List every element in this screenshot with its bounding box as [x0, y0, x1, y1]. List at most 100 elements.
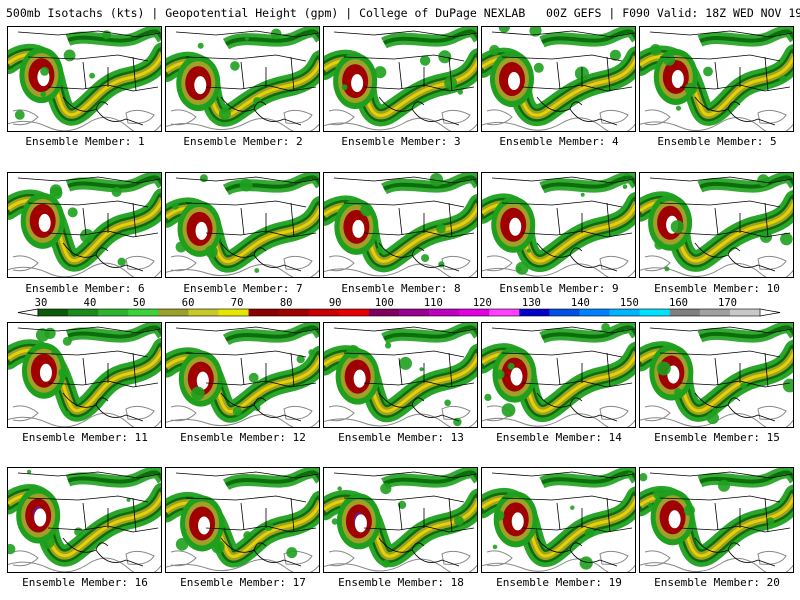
coastlines [649, 326, 793, 422]
coastlines [491, 326, 635, 422]
colorbar-swatch [308, 309, 340, 316]
coastlines [17, 30, 161, 126]
ensemble-map-panel [639, 172, 794, 278]
map-image [640, 323, 793, 427]
ensemble-map-panel [7, 467, 162, 573]
colorbar-swatch [218, 309, 250, 316]
height-contours [482, 550, 635, 572]
colorbar-swatch [669, 309, 701, 316]
ensemble-map-panel [481, 172, 636, 278]
ensemble-member-label: Ensemble Member: 17 [180, 576, 306, 589]
ensemble-member-label: Ensemble Member: 9 [499, 282, 619, 295]
map-image [324, 27, 477, 131]
ensemble-map-panel [323, 322, 478, 428]
isotach-shading [482, 468, 635, 570]
isotach-colorbar: 30 40 50 60 70 80 90 100 110 120 130 140 150 160 170 [8, 298, 793, 320]
colorbar-swatch [549, 309, 580, 316]
height-contours [640, 405, 793, 427]
isotach-shading [166, 323, 319, 423]
coastlines [333, 176, 477, 272]
ensemble-map-panel [165, 467, 320, 573]
map-image [166, 468, 319, 572]
colorbar-tick-label: 30 [35, 298, 48, 309]
ensemble-member-label: Ensemble Member: 10 [654, 282, 780, 295]
ensemble-member-label: Ensemble Member: 20 [654, 576, 780, 589]
ensemble-map-panel [323, 172, 478, 278]
colorbar-tick-label: 130 [522, 298, 541, 309]
colorbar-tick-label: 70 [231, 298, 244, 309]
colorbar-tick-label: 100 [375, 298, 394, 309]
ensemble-member-label: Ensemble Member: 3 [341, 135, 461, 148]
colorbar-swatch [368, 309, 400, 316]
colorbar-left-arrow [17, 308, 39, 317]
map-image [324, 173, 477, 277]
map-image [166, 27, 319, 131]
height-contours [8, 550, 161, 572]
ensemble-member-label: Ensemble Member: 13 [338, 431, 464, 444]
height-contours [482, 109, 635, 131]
height-contours [8, 255, 161, 277]
map-image [640, 27, 793, 131]
coastlines [491, 471, 635, 567]
ensemble-member-label: Ensemble Member: 19 [496, 576, 622, 589]
ensemble-member-label: Ensemble Member: 5 [657, 135, 777, 148]
isotach-shading [324, 323, 477, 427]
ensemble-member-label: Ensemble Member: 14 [496, 431, 622, 444]
ensemble-map-panel [165, 26, 320, 132]
colorbar-swatch [609, 309, 641, 316]
map-image [166, 323, 319, 427]
map-image [166, 173, 319, 277]
height-contours [640, 550, 793, 572]
coastlines [17, 471, 161, 567]
map-image [8, 173, 161, 277]
ensemble-map-panel [165, 172, 320, 278]
colorbar-swatch [248, 309, 280, 316]
ensemble-map-panel [165, 322, 320, 428]
isotach-shading [482, 323, 635, 422]
colorbar-tick-label: 150 [620, 298, 639, 309]
coastlines [17, 326, 161, 422]
ensemble-map-panel [639, 467, 794, 573]
colorbar-swatch [98, 309, 129, 316]
coastlines [649, 30, 793, 126]
ensemble-map-panel [7, 172, 162, 278]
colorbar-swatch [158, 309, 189, 316]
map-image [482, 27, 635, 131]
colorbar-tick-label: 90 [329, 298, 342, 309]
isotach-shading [324, 27, 477, 127]
colorbar-tick-label: 140 [571, 298, 590, 309]
isotach-shading [8, 468, 161, 567]
coastlines [175, 176, 319, 272]
coastlines [333, 326, 477, 422]
colorbar-swatch [38, 309, 69, 316]
map-image [324, 323, 477, 427]
ensemble-member-label: Ensemble Member: 6 [25, 282, 145, 295]
colorbar-tick-label: 60 [182, 298, 195, 309]
colorbar-swatch [579, 309, 611, 316]
map-image [482, 468, 635, 572]
height-contours [482, 255, 635, 277]
ensemble-member-label: Ensemble Member: 12 [180, 431, 306, 444]
colorbar-tick-label: 50 [133, 298, 146, 309]
ensemble-member-label: Ensemble Member: 18 [338, 576, 464, 589]
coastlines [649, 176, 793, 272]
colorbar-tick-label: 120 [473, 298, 492, 309]
ensemble-member-label: Ensemble Member: 7 [183, 282, 303, 295]
ensemble-member-label: Ensemble Member: 15 [654, 431, 780, 444]
ensemble-map-panel [481, 467, 636, 573]
colorbar-svg: 30 40 50 60 70 80 90 100 110 120 130 140 150 160 170 [17, 298, 781, 317]
map-image [482, 173, 635, 277]
height-contours [324, 255, 477, 277]
height-contours [8, 405, 161, 427]
ensemble-map-panel [7, 26, 162, 132]
colorbar-swatch [639, 309, 671, 316]
height-contours [324, 550, 477, 572]
isotach-shading [324, 173, 477, 273]
coastlines [175, 471, 319, 567]
map-image [640, 468, 793, 572]
height-contours [166, 405, 319, 427]
colorbar-swatch [729, 309, 761, 316]
ensemble-map-panel [323, 467, 478, 573]
isotach-shading [8, 27, 161, 126]
colorbar-swatch [399, 309, 430, 316]
